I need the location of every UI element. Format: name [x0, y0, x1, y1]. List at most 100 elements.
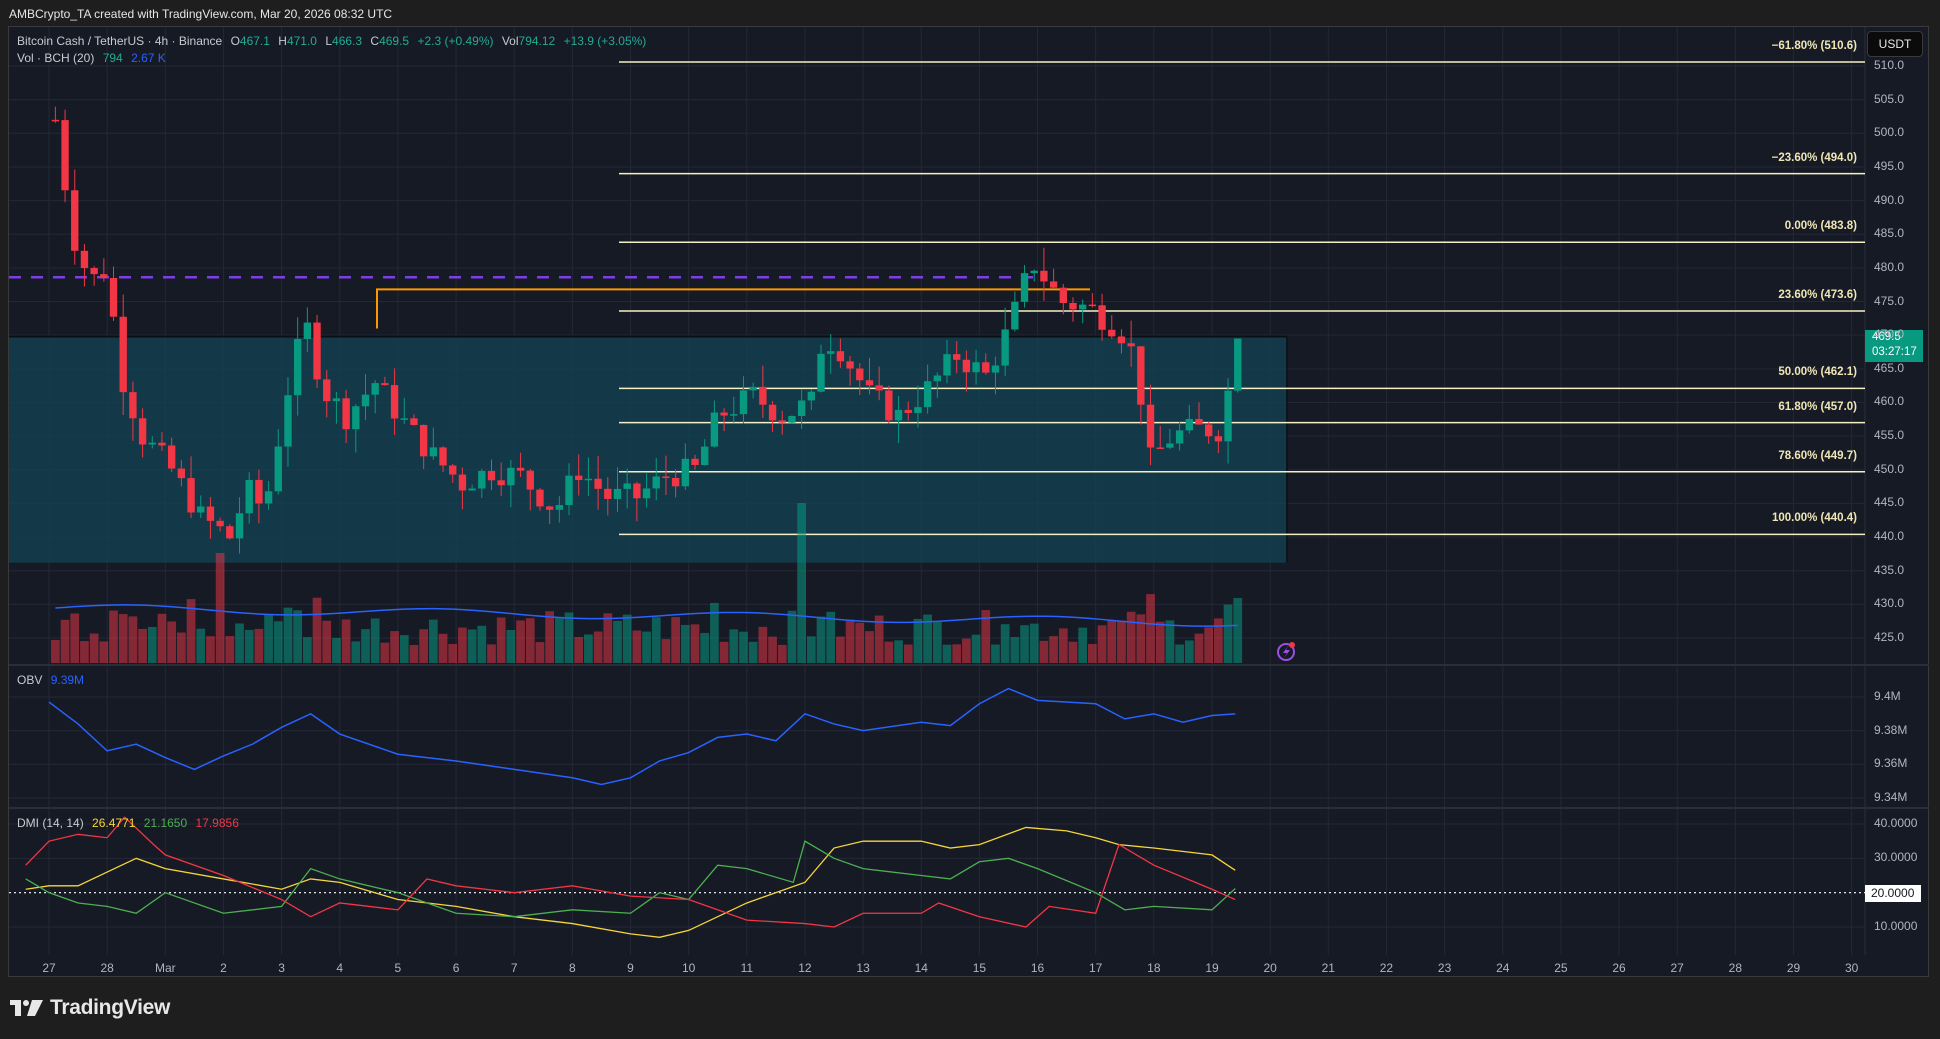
minus-di-line [25, 816, 1236, 928]
volume-bar [564, 612, 574, 663]
volume-bar [1155, 621, 1165, 663]
volume-bar [554, 617, 564, 663]
volume-bar [1233, 598, 1243, 663]
time-axis-label: Mar [154, 961, 176, 975]
dmi-legend[interactable]: DMI (14, 14) 26.4771 21.1650 17.9856 [17, 816, 239, 830]
volume-bar [370, 618, 380, 663]
volume-bar [981, 610, 991, 663]
time-axis-label: 9 [627, 961, 634, 975]
volume-bar [622, 614, 632, 663]
candle-body [245, 479, 253, 514]
candle-body [788, 416, 796, 423]
volume-bar [845, 619, 855, 663]
volume-bar [448, 643, 458, 663]
volume-ma-line [55, 604, 1238, 627]
volume-bar [322, 620, 332, 663]
volume-bar [1068, 641, 1078, 663]
volume-bar [118, 614, 128, 663]
candle-body [1049, 281, 1058, 288]
low-value: 466.3 [332, 34, 363, 48]
volume-bar [60, 619, 70, 663]
volume-bar [806, 636, 816, 663]
volume-bar [787, 610, 797, 663]
volume-bar [273, 621, 283, 663]
candle-body [933, 375, 941, 382]
minus-di-value: 17.9856 [195, 816, 239, 830]
candle-body [61, 120, 69, 191]
volume-bar [293, 610, 303, 663]
fib-level-label: 23.60% (473.6) [1778, 288, 1857, 301]
candle-body [691, 458, 699, 466]
volume-bar [1194, 633, 1204, 663]
price-axis-label: 500.0 [1874, 125, 1905, 140]
price-axis-label: 460.0 [1874, 394, 1905, 409]
candle-body [536, 489, 544, 507]
candle-body [313, 322, 321, 380]
last-price-tag: 469.5 03:27:17 [1865, 330, 1923, 362]
volume-bar [593, 631, 603, 663]
alert-dot [1289, 642, 1295, 648]
obv-axis-label: 9.4M [1874, 689, 1901, 703]
candle-body [1059, 287, 1067, 303]
candle-body [361, 394, 370, 407]
candle-body [51, 119, 60, 122]
candle-body [1040, 270, 1048, 282]
high-value: 471.0 [286, 34, 317, 48]
volume-legend[interactable]: Vol · BCH (20) 794 2.67 K [17, 51, 166, 65]
time-axis-label: 29 [1786, 961, 1801, 975]
volume-bar [1010, 637, 1020, 663]
time-axis-label: 28 [1728, 961, 1743, 975]
candle-body [584, 478, 593, 481]
candle-body [323, 379, 331, 402]
candle-body [274, 446, 282, 492]
candle-body [894, 409, 903, 421]
symbol-legend: Bitcoin Cash / TetherUS · 4h · Binance O… [17, 34, 647, 48]
candle-body [167, 445, 176, 469]
time-axis-label: 5 [394, 961, 402, 975]
bar-countdown: 03:27:17 [1872, 346, 1917, 358]
volume-bar [903, 644, 913, 663]
volume-value: 794.12 [518, 34, 556, 48]
candle-body [904, 409, 912, 413]
candle-body [875, 385, 883, 391]
volume-bar [361, 629, 370, 663]
adx-value: 26.4771 [92, 816, 136, 830]
candle-body [1108, 329, 1116, 337]
time-axis-label: 27 [1670, 961, 1684, 975]
candle-body [865, 380, 874, 386]
volume-bar [913, 618, 923, 663]
candle-body [1204, 424, 1213, 437]
currency-button[interactable]: USDT [1867, 31, 1923, 57]
volume-bar [428, 619, 438, 663]
candle-body [594, 478, 602, 489]
candle-body [255, 479, 263, 504]
fib-level-label: −61.80% (510.6) [1771, 39, 1857, 52]
candle-body [943, 354, 951, 376]
close-value: 469.5 [379, 34, 410, 48]
symbol-title[interactable]: Bitcoin Cash / TetherUS · 4h · Binance [17, 34, 223, 48]
candle-body [80, 250, 89, 269]
volume-bar [1107, 620, 1117, 663]
candle-body [526, 470, 534, 490]
candle-body [197, 506, 205, 513]
volume-bar [225, 636, 235, 663]
volume-bar [1184, 640, 1194, 663]
candle-body [1030, 270, 1038, 274]
volume-bar [797, 503, 806, 663]
time-axis-label: 4 [336, 961, 344, 975]
volume-bar [302, 637, 312, 663]
candle-body [478, 470, 486, 489]
volume-bar [865, 631, 874, 663]
obv-axis-label: 9.36M [1874, 756, 1908, 771]
volume-bar [729, 629, 739, 663]
lightning-glyph [1283, 646, 1290, 658]
adx-line [25, 826, 1236, 938]
alert-lightning-icon [1277, 643, 1295, 661]
volume-bar [1097, 625, 1107, 663]
tradingview-logo[interactable]: TradingView [10, 996, 170, 1020]
candle-body [264, 491, 273, 504]
price-axis-label: 475.0 [1874, 293, 1905, 308]
obv-legend[interactable]: OBV 9.39M [17, 673, 85, 687]
candle-body [827, 351, 835, 354]
